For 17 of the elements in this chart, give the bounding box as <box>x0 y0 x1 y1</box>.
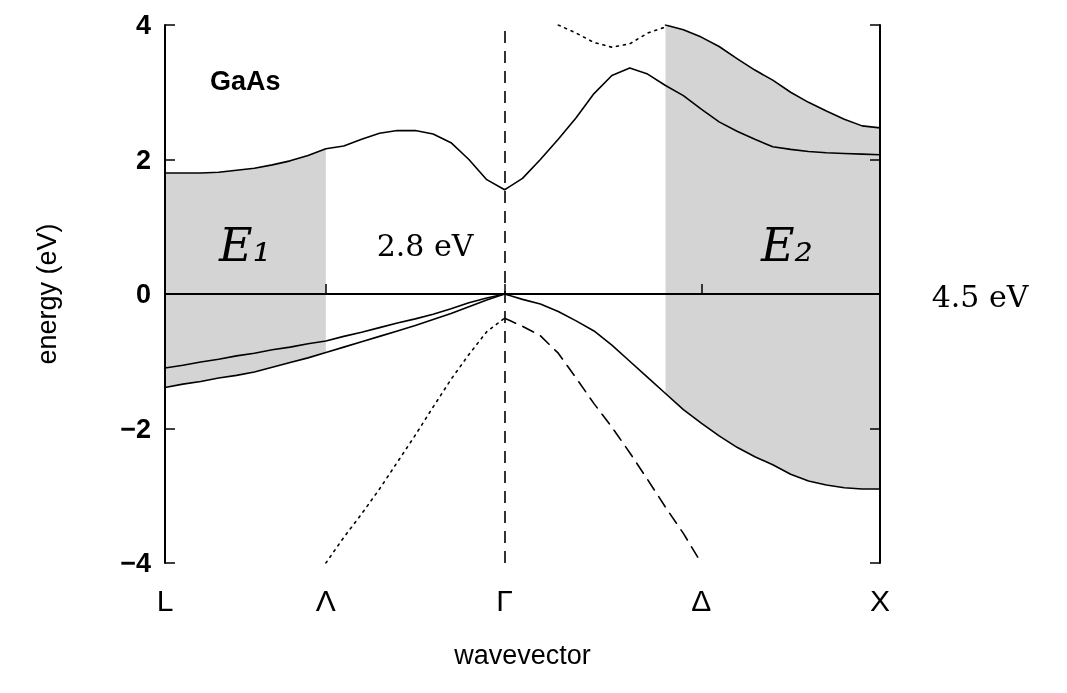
annotation: E₁ <box>217 218 272 272</box>
x-tick-label: Γ <box>496 583 513 617</box>
y-tick-label: −2 <box>120 413 151 444</box>
annotation: 2.8 eV <box>376 227 475 263</box>
y-tick-label: 4 <box>135 10 151 40</box>
y-tick-label: −4 <box>120 548 151 578</box>
x-tick-label: X <box>869 583 891 617</box>
y-tick-label: 2 <box>135 144 151 175</box>
text: 4.5 eV <box>931 278 1030 314</box>
y-tick-label: 0 <box>135 279 151 309</box>
x-axis-title: wavevector <box>453 639 591 670</box>
x-tick-label: Λ <box>315 583 336 617</box>
y-axis-title: energy (eV) <box>31 223 62 365</box>
x-tick-label: L <box>156 583 174 617</box>
x-tick-label: Δ <box>691 583 712 617</box>
text: GaAs <box>210 65 281 96</box>
annotation: E₂ <box>759 218 814 272</box>
